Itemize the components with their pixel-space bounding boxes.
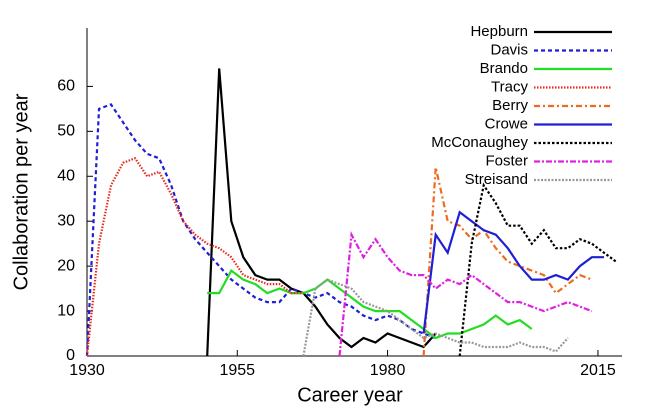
legend-label: Crowe xyxy=(485,115,528,132)
y-axis-label: Collaboration per year xyxy=(10,93,32,290)
y-tick-label: 60 xyxy=(57,78,75,95)
legend-label: Berry xyxy=(492,97,528,114)
series-line xyxy=(206,68,437,357)
series-line xyxy=(422,210,604,334)
y-tick-label: 20 xyxy=(57,257,75,274)
x-tick-label: 2015 xyxy=(580,362,616,379)
series-line xyxy=(422,167,593,357)
series-line xyxy=(207,268,533,340)
legend-label: McConaughey xyxy=(431,134,528,151)
legend-label: Streisand xyxy=(465,171,528,188)
y-tick-label: 0 xyxy=(66,347,75,364)
legend-label: Hepburn xyxy=(470,23,528,40)
x-tick-label: 1955 xyxy=(219,362,255,379)
series-line xyxy=(458,182,617,357)
x-tick-label: 1980 xyxy=(370,362,406,379)
series-line xyxy=(85,103,437,357)
series-line xyxy=(85,156,304,357)
y-tick-label: 30 xyxy=(57,212,75,229)
legend-label: Foster xyxy=(485,152,528,169)
x-axis-label: Career year xyxy=(297,384,403,406)
legend-label: Davis xyxy=(490,41,528,58)
y-tick-label: 10 xyxy=(57,302,75,319)
legend-label: Tracy xyxy=(491,78,528,95)
series-line xyxy=(302,278,569,357)
y-tick-label: 40 xyxy=(57,167,75,184)
x-tick-label: 1930 xyxy=(69,362,105,379)
legend-label: Brando xyxy=(480,60,528,77)
y-tick-label: 50 xyxy=(57,123,75,140)
